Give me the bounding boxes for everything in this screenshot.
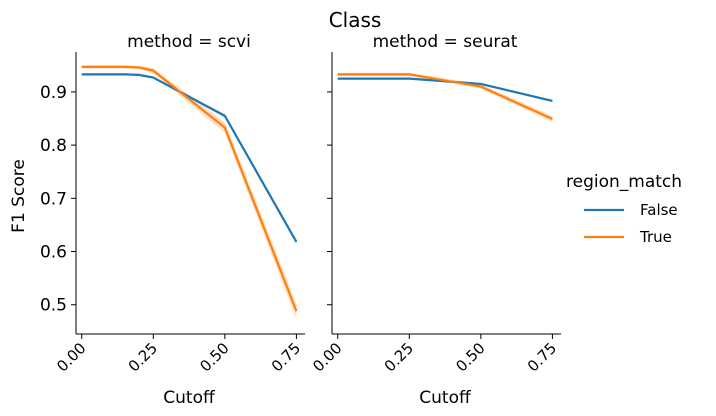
legend-title: region_match [566,172,682,192]
panel-scvi-title: method = scvi [127,32,251,52]
series-false-line [81,73,298,243]
y-tick-label: 0.9 [40,83,67,103]
series-true-line [337,73,553,121]
x-tick-label: 0.25 [125,339,161,375]
series-false-line [337,77,553,103]
legend-label-false: False [640,201,678,219]
x-tick-label: 0.00 [53,339,89,375]
x-tick-label: 0.75 [268,339,304,375]
y-tick-label: 0.6 [40,243,67,263]
series-true-line [81,65,298,312]
y-tick-label: 0.7 [40,189,67,209]
x-tick-label: 0.50 [196,339,232,375]
y-axis-label: F1 Score [9,159,29,233]
y-tick-label: 0.5 [40,296,67,316]
panel-seurat-axes: 0.00 0.25 0.50 0.75 [309,52,561,375]
y-tick-label: 0.8 [40,136,67,156]
panel-seurat: method = seurat 0.00 0.25 0.50 0.75 Cutoff [309,32,561,408]
panel-scvi-axes: 0.5 0.6 0.7 0.8 0.9 0.00 0.25 0.50 0.75 [40,52,305,375]
legend: region_match False True [566,172,682,246]
series-true-ci-band [81,65,297,320]
series-true-ci-band [337,72,553,123]
legend-label-true: True [639,228,672,246]
x-tick-label: 0.25 [381,339,417,375]
panel-seurat-x-label: Cutoff [419,388,472,408]
panel-scvi-x-label: Cutoff [163,388,216,408]
panel-seurat-title: method = seurat [373,32,518,52]
x-tick-label: 0.50 [452,339,488,375]
x-tick-label: 0.75 [524,339,560,375]
legend-items: False True [584,201,678,246]
panel-scvi: method = scvi 0.50.60.70.80.90.00 0.25 0.5… [40,32,305,408]
x-tick-label: 0.00 [309,339,345,375]
figure-title: Class [329,8,382,32]
